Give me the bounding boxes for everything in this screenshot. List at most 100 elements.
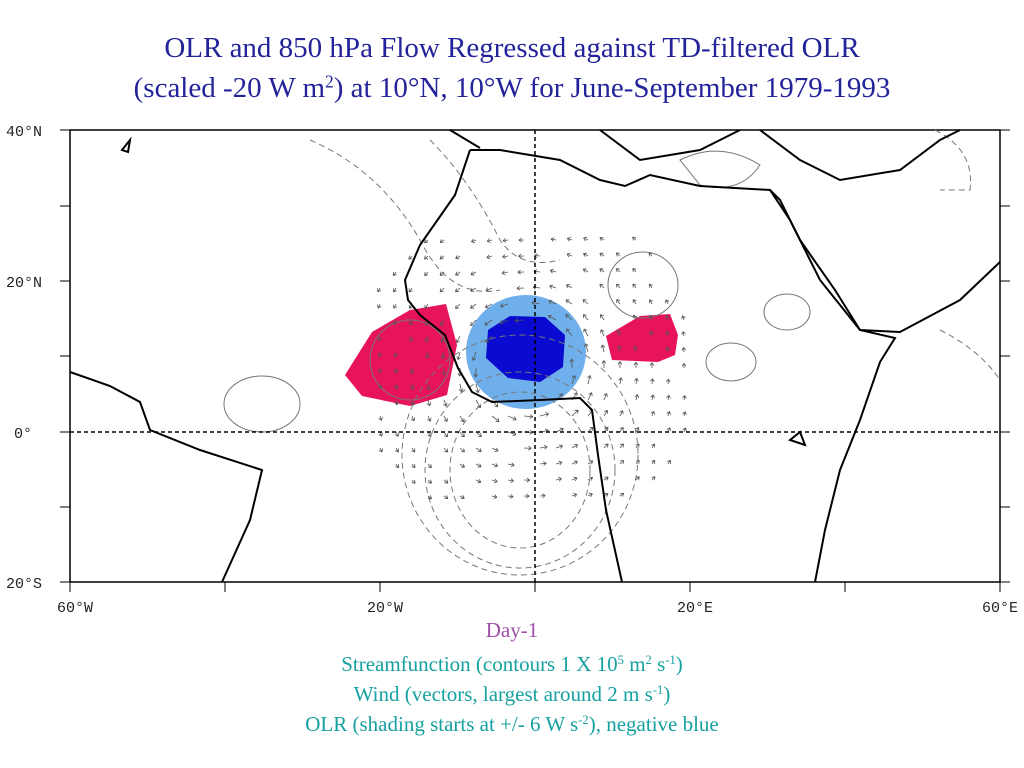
wind-vector (394, 431, 400, 437)
wind-vector (459, 494, 465, 500)
wind-vector (470, 287, 477, 292)
wind-vector (377, 335, 382, 341)
wind-vector (484, 303, 493, 309)
wind-vector (587, 392, 593, 401)
wind-vector (587, 426, 594, 433)
wind-vector (619, 410, 624, 417)
wind-vector (441, 367, 447, 376)
wind-vector (571, 444, 579, 449)
contour (939, 329, 1001, 381)
wind-vector (599, 283, 605, 289)
wind-vector (377, 303, 382, 309)
wind-vector (587, 375, 592, 385)
wind-vector (424, 335, 430, 342)
wind-vector (409, 335, 414, 342)
caption-text: Wind (vectors, largest around 2 m s (353, 682, 653, 706)
contour (429, 139, 561, 263)
wind-vector (681, 347, 687, 353)
wind-vector (411, 447, 416, 453)
wind-vector (394, 399, 399, 406)
caption: Wind (vectors, largest around 2 m s-1) (0, 680, 1024, 708)
caption-text: ) (675, 652, 683, 676)
wind-vector (410, 415, 416, 422)
lon-label: 20°E (677, 600, 713, 617)
wind-vector (516, 285, 525, 291)
wind-vector (392, 271, 397, 277)
wind-vector (514, 318, 525, 323)
wind-vector (665, 315, 670, 321)
wind-vector (518, 253, 525, 259)
caption-text: m (623, 652, 646, 676)
wind-vector (426, 399, 432, 407)
coast (69, 371, 264, 583)
caption: OLR (shading starts at +/- 6 W s-2), neg… (0, 710, 1024, 738)
olr-shading (345, 295, 678, 409)
wind-vector (667, 459, 671, 465)
wind-vector (491, 415, 500, 422)
wind-vector (502, 238, 509, 243)
wind-vector (617, 361, 623, 369)
wind-vector (439, 255, 445, 260)
superscript: -1 (665, 653, 676, 668)
wind-vectors (377, 236, 687, 500)
wind-vector (393, 367, 399, 374)
wind-vector (393, 351, 398, 358)
wind-vector (635, 443, 640, 449)
wind-vector (471, 238, 477, 243)
wind-vector (665, 378, 671, 385)
wind-vector (632, 236, 637, 241)
wind-vector (665, 299, 670, 305)
wind-vector (491, 447, 499, 452)
wind-vector (459, 431, 465, 438)
wind-vector (571, 409, 579, 417)
wind-vector (532, 285, 541, 290)
wind-vector (615, 252, 621, 257)
wind-vector (601, 360, 607, 369)
contour (607, 251, 679, 319)
contour (223, 375, 301, 433)
wind-vector (618, 377, 623, 385)
wind-vector (600, 329, 605, 337)
wind-vector (565, 314, 573, 321)
caption: Streamfunction (contours 1 X 105 m2 s-1) (0, 650, 1024, 678)
superscript: -1 (652, 683, 664, 698)
wind-vector (491, 478, 498, 484)
positive-olr (345, 304, 457, 406)
lon-label: 60°W (57, 600, 93, 617)
wind-vector (599, 236, 605, 241)
wind-vector (443, 447, 449, 453)
wind-vector (427, 431, 432, 438)
contour (401, 334, 639, 576)
wind-vector (555, 460, 563, 466)
wind-vector (507, 494, 514, 499)
wind-vector (455, 287, 461, 293)
wind-vector (583, 328, 589, 337)
wind-vector (548, 299, 557, 305)
wind-vector (599, 252, 605, 257)
wind-vector (439, 271, 445, 276)
wind-vector (550, 237, 557, 242)
wind-vector (523, 445, 532, 451)
wind-vector (534, 253, 541, 259)
wind-vector (470, 303, 477, 309)
wind-vector (456, 351, 461, 361)
wind-vector (635, 426, 640, 433)
wind-vector (470, 319, 477, 327)
lon-label: 20°W (367, 600, 403, 617)
wind-vector (501, 270, 509, 275)
wind-vector (566, 252, 573, 258)
wind-vector (619, 459, 625, 465)
wind-vector (393, 287, 397, 293)
wind-vector (377, 383, 383, 390)
wind-vector (473, 367, 479, 378)
wind-vector (549, 268, 557, 274)
wind-vector (635, 459, 640, 465)
wind-vector (648, 314, 654, 321)
wind-vector (619, 443, 624, 449)
wind-vector (523, 493, 530, 499)
wind-vector (665, 330, 670, 337)
wind-vector (486, 254, 493, 260)
wind-vector (582, 313, 589, 321)
wind-vector (411, 479, 416, 484)
